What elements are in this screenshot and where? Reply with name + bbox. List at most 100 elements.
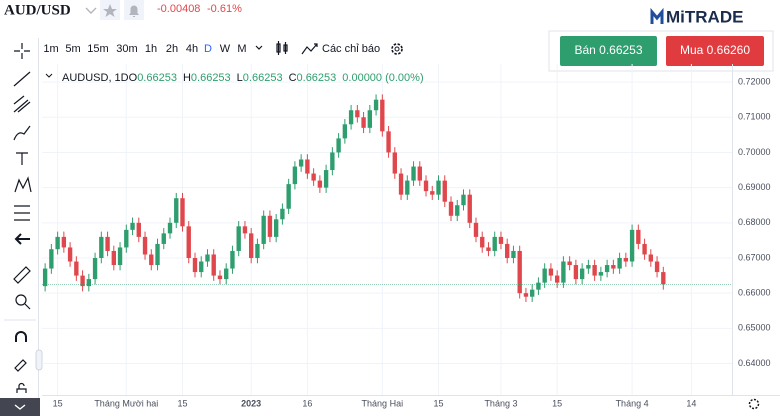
- candle-body: [186, 226, 191, 258]
- candle-body: [548, 268, 554, 276]
- candle-body: [155, 243, 160, 266]
- axis-settings-button[interactable]: [748, 398, 760, 410]
- magnet-tool[interactable]: [15, 331, 27, 342]
- timeframe-button[interactable]: 1m: [43, 43, 58, 55]
- candle-body: [623, 257, 629, 262]
- candle-body: [467, 194, 472, 223]
- collapse-handle[interactable]: [35, 349, 43, 371]
- candle-body: [105, 236, 110, 251]
- legend-value: 0.66253: [243, 72, 283, 84]
- y-tick-label: 0.67000: [738, 252, 771, 262]
- candle-body: [436, 180, 441, 195]
- buy-button[interactable]: [666, 36, 764, 66]
- candle-body: [604, 265, 610, 273]
- x-tick-label: 15: [177, 398, 187, 408]
- candle-body: [242, 226, 248, 234]
- trend-line-tool[interactable]: [13, 71, 31, 87]
- crosshair-tool[interactable]: [14, 43, 30, 59]
- timeframe-button[interactable]: 15m: [87, 43, 108, 55]
- x-tick-label: 15: [552, 398, 562, 408]
- x-tick-label: 15: [53, 398, 63, 408]
- timeframe-button[interactable]: 4h: [186, 43, 198, 55]
- candle-body: [149, 254, 154, 266]
- candle-body: [586, 265, 591, 269]
- timeframe-button[interactable]: D: [204, 43, 212, 55]
- timeframe-button[interactable]: W: [220, 43, 231, 55]
- candle-body: [292, 166, 298, 185]
- candle-body: [592, 265, 597, 276]
- candle-body: [130, 222, 135, 230]
- candle-body: [517, 250, 522, 294]
- candle-body: [267, 215, 273, 237]
- candle-body: [355, 110, 360, 118]
- candle-body: [529, 289, 535, 297]
- brand-icon: [650, 7, 664, 24]
- prediction-tool[interactable]: [14, 205, 30, 221]
- lock-tool[interactable]: [16, 382, 27, 393]
- candle-body: [348, 110, 354, 125]
- brand: MiTRADE: [666, 7, 743, 26]
- back-tool[interactable]: [14, 233, 30, 245]
- text-tool[interactable]: [16, 152, 28, 165]
- candle-body: [311, 173, 316, 181]
- candle-body: [598, 272, 604, 276]
- candle-body: [492, 236, 497, 251]
- candle-body: [448, 201, 454, 216]
- candle-body: [486, 247, 491, 251]
- indicator-icon: [301, 43, 318, 55]
- candle-body: [117, 247, 123, 266]
- symbol-dropdown[interactable]: [85, 7, 97, 14]
- x-tick-label: 15: [434, 398, 444, 408]
- pattern-tool[interactable]: [14, 176, 32, 193]
- candle-body: [636, 229, 641, 244]
- candle-body: [49, 249, 54, 269]
- bell-icon: [129, 5, 139, 17]
- timeframe-dropdown[interactable]: [255, 45, 263, 50]
- symbol: AUD/USD: [4, 2, 71, 18]
- x-tick-label: Tháng Mười hai: [94, 398, 158, 408]
- timeframe-button[interactable]: M: [237, 43, 246, 55]
- sell-button[interactable]: [560, 36, 657, 66]
- x-tick-label: 16: [302, 398, 312, 408]
- chevron-icon: [14, 404, 26, 410]
- toggle-panel-button[interactable]: [0, 398, 40, 416]
- timeframe-button[interactable]: 1h: [145, 43, 157, 55]
- chart-type-button[interactable]: [276, 41, 288, 55]
- candle-body: [230, 250, 235, 269]
- timeframe-button[interactable]: 2h: [166, 43, 178, 55]
- y-tick-label: 0.64000: [738, 358, 771, 368]
- candle-body: [654, 261, 660, 273]
- brush-tool[interactable]: [13, 125, 31, 141]
- settings-icon: [394, 46, 400, 52]
- ruler-tool[interactable]: [13, 266, 31, 284]
- lock-draw-tool[interactable]: [14, 359, 27, 372]
- candle-body: [523, 293, 529, 297]
- timeframe-button[interactable]: 5m: [65, 43, 80, 55]
- indicators-button[interactable]: Các chỉ báo: [322, 43, 380, 55]
- candle-body: [124, 229, 129, 248]
- candle-body: [167, 222, 173, 234]
- candle-body: [542, 268, 547, 283]
- candle-body: [61, 236, 67, 248]
- candle-body: [367, 110, 373, 128]
- candle-body: [661, 272, 666, 285]
- candle-body: [648, 254, 654, 262]
- candle-body: [298, 159, 304, 167]
- candle-body: [174, 198, 179, 223]
- sell-label: Bán 0.66253: [574, 43, 642, 57]
- fib-tool[interactable]: [13, 95, 31, 113]
- candle-body: [611, 265, 616, 269]
- legend-value: 0.66253: [137, 72, 177, 84]
- candle-body: [192, 257, 198, 273]
- zoom-tool[interactable]: [15, 294, 27, 306]
- settings-button[interactable]: [391, 43, 403, 55]
- candle-body: [423, 180, 429, 192]
- candle-body: [273, 219, 279, 237]
- candle-body: [398, 173, 404, 195]
- candle-body: [42, 268, 48, 287]
- timeframe-button[interactable]: 30m: [116, 43, 137, 55]
- legend-toggle[interactable]: [45, 73, 53, 78]
- x-tick-label: Tháng 3: [484, 398, 517, 408]
- candle-body: [142, 236, 148, 255]
